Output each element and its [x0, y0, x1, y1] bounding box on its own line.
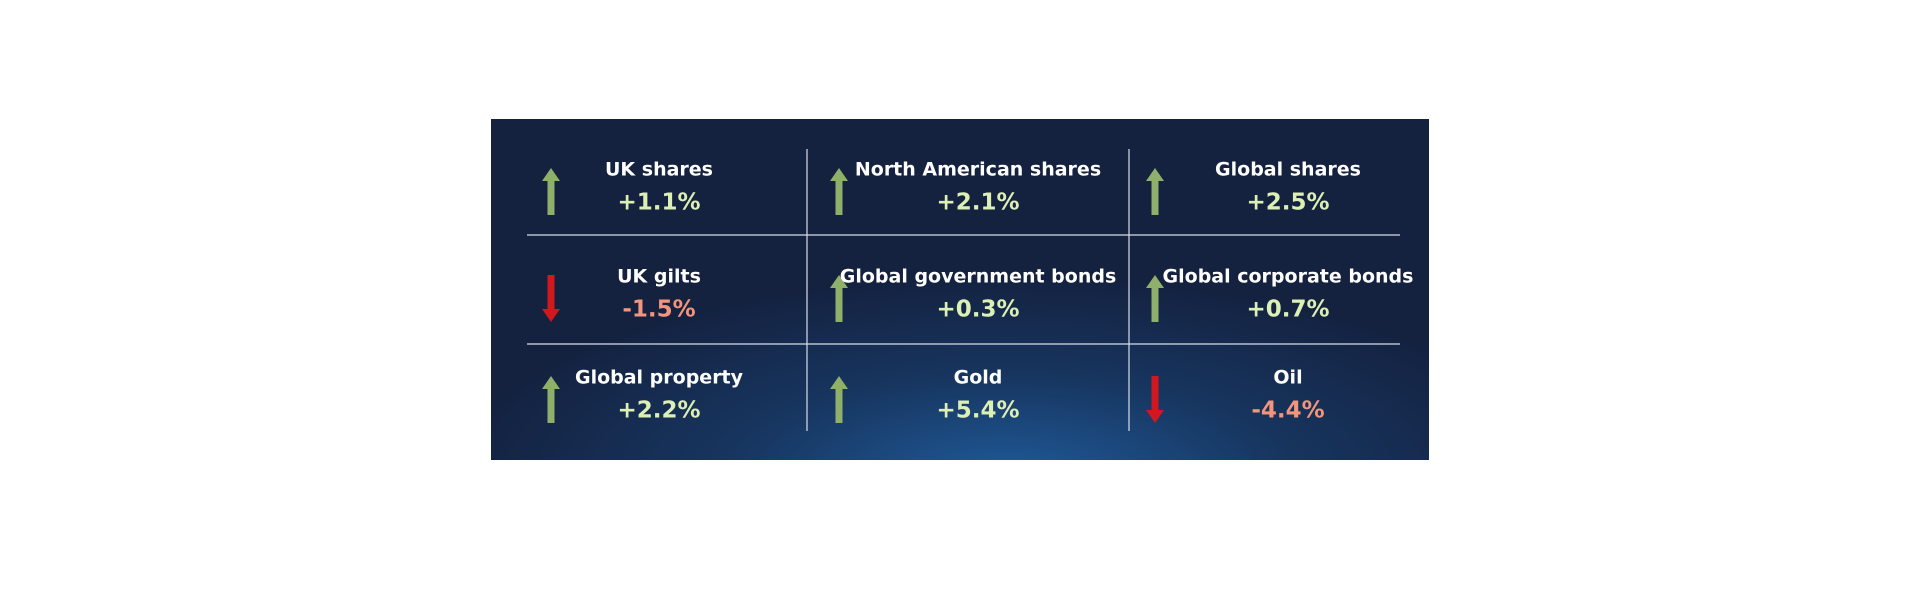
- arrow-shaft: [1151, 180, 1159, 215]
- tile-value: +2.1%: [936, 190, 1019, 216]
- arrow-shaft: [547, 180, 555, 215]
- tile: Global government bonds +0.3%: [830, 266, 1116, 323]
- tile-value: -4.4%: [1251, 398, 1324, 424]
- tile-value: +1.1%: [617, 190, 700, 216]
- arrow-shaft: [547, 388, 555, 423]
- tile-label: Global corporate bonds: [1163, 266, 1414, 288]
- tile: Oil -4.4%: [1146, 367, 1325, 424]
- background: [491, 119, 1429, 460]
- arrow-shaft: [835, 388, 843, 423]
- tile-label: UK shares: [605, 159, 713, 181]
- tile-value: +0.3%: [936, 297, 1019, 323]
- arrow-head: [1146, 275, 1164, 288]
- tile: Global property +2.2%: [542, 367, 744, 424]
- tile: North American shares +2.1%: [830, 159, 1101, 216]
- arrow-shaft: [1151, 287, 1159, 322]
- arrow-shaft: [835, 180, 843, 215]
- arrow-head: [830, 168, 848, 181]
- tile: Global corporate bonds +0.7%: [1146, 266, 1413, 323]
- tile-value: +2.5%: [1246, 190, 1329, 216]
- tile-label: Global property: [575, 367, 744, 389]
- arrow-head: [1146, 168, 1164, 181]
- tile: UK gilts -1.5%: [542, 266, 701, 323]
- arrow-head: [542, 376, 560, 389]
- tile-label: Global shares: [1215, 159, 1361, 181]
- tile-label: North American shares: [855, 159, 1101, 181]
- arrow-head: [830, 275, 848, 288]
- arrow-head: [830, 376, 848, 389]
- tile-value: -1.5%: [622, 297, 695, 323]
- tile: Gold +5.4%: [830, 367, 1020, 424]
- tile-value: +0.7%: [1246, 297, 1329, 323]
- arrow-shaft: [835, 287, 843, 322]
- tile-label: Gold: [954, 367, 1003, 389]
- arrow-head: [1146, 410, 1164, 423]
- tile-value: +5.4%: [936, 398, 1019, 424]
- arrow-head: [542, 168, 560, 181]
- tile-label: UK gilts: [617, 266, 701, 288]
- arrow-shaft: [1151, 376, 1159, 411]
- tile-value: +2.2%: [617, 398, 700, 424]
- tile-label: Global government bonds: [840, 266, 1117, 288]
- tile: UK shares +1.1%: [542, 159, 713, 216]
- arrow-head: [542, 309, 560, 322]
- tile: Global shares +2.5%: [1146, 159, 1361, 216]
- tile-label: Oil: [1273, 367, 1302, 389]
- arrow-shaft: [547, 275, 555, 310]
- market-panel: UK shares +1.1% North American shares +2.1%…: [491, 119, 1429, 460]
- grid: [527, 149, 1400, 431]
